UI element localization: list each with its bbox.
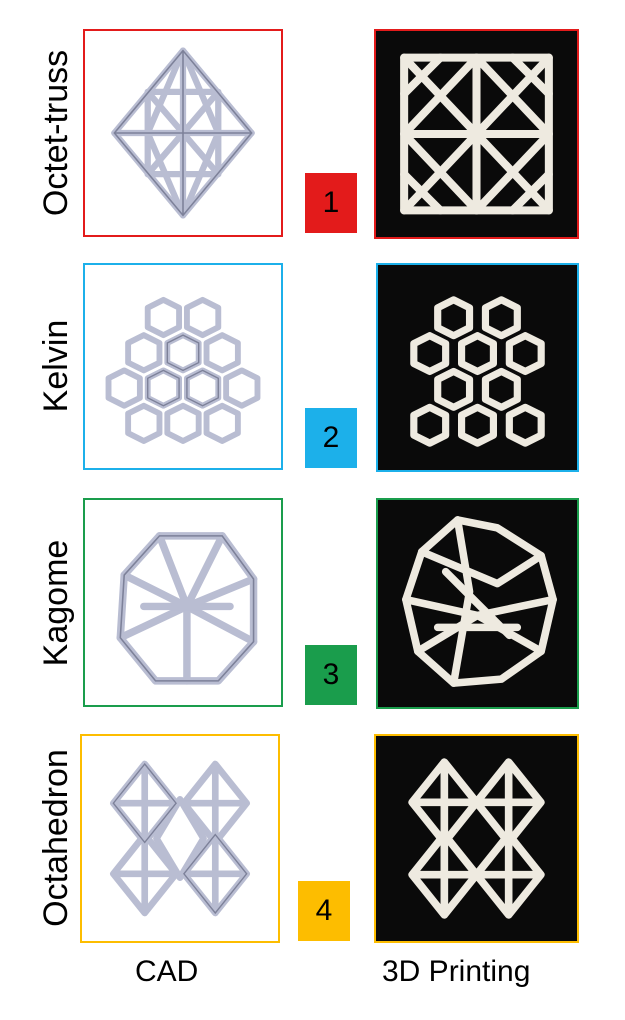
octahedron-cad-image (110, 760, 250, 917)
kelvin-cad-panel (83, 263, 283, 470)
row-label-kagome: Kagome (36, 539, 75, 667)
column-label-3d-printing: 3D Printing (382, 955, 531, 988)
column-label-cad: CAD (135, 955, 199, 988)
row-label-octahedron: Octahedron (36, 749, 75, 927)
badge-4: 4 (298, 881, 350, 941)
octahedron-cad-panel (80, 734, 280, 943)
kelvin-print-image (410, 296, 545, 447)
octahedron-print-panel (374, 734, 579, 943)
row-label-kelvin: Kelvin (36, 319, 75, 413)
octet-truss-print-image (400, 53, 553, 215)
octet-truss-print-panel (374, 29, 579, 239)
badge-2: 2 (305, 408, 357, 468)
badge-1: 1 (305, 173, 357, 233)
kelvin-print-panel (376, 263, 579, 472)
kagome-print-image (402, 516, 557, 687)
badge-3: 3 (305, 645, 357, 705)
kelvin-cad-image (105, 296, 261, 444)
kagome-cad-panel (83, 498, 283, 707)
kagome-cad-image (116, 532, 258, 685)
row-label-octet-truss: Octet-truss (36, 49, 75, 217)
octahedron-print-image (408, 758, 545, 919)
octet-truss-cad-panel (83, 29, 283, 237)
kagome-print-panel (376, 498, 579, 709)
octet-truss-cad-image (111, 47, 255, 219)
